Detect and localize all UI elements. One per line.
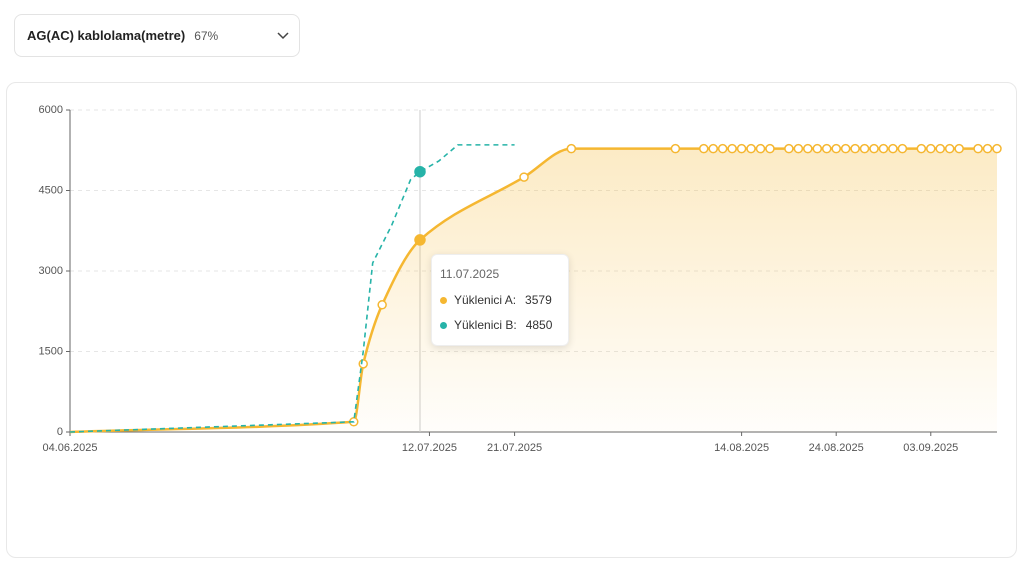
point [926,143,936,154]
x-tick-label: 12.07.2025 [402,442,457,454]
point [840,143,851,154]
point [859,143,870,154]
point [954,143,964,154]
tooltip-dot [440,296,447,304]
point [566,143,577,154]
point [784,143,794,154]
point [670,143,681,154]
tooltip-row: Yüklenici B: 4850 [440,318,552,332]
point [519,172,529,182]
y-tick-label: 6000 [39,104,63,116]
x-tick-label: 03.09.2025 [903,442,958,454]
point [377,300,387,310]
y-tick-label: 0 [57,426,63,438]
chevron [277,32,289,40]
point [717,143,728,154]
tooltip-title: 11.07.2025 [440,267,500,281]
tooltip-row: Yüklenici A: 3579 [440,293,552,307]
point [888,143,898,154]
point [869,143,879,154]
point [803,143,813,154]
tooltip-label: Yüklenici B: [454,318,517,332]
y-tick-label: 4500 [39,184,63,196]
point [812,143,823,154]
line [69,144,515,433]
point [850,143,860,154]
point [831,143,841,154]
point [982,143,993,154]
point [708,143,718,154]
point [992,143,1002,154]
point [736,143,747,154]
tooltip-dot [440,321,447,329]
tooltip-value: 3579 [525,293,552,307]
point [699,143,709,154]
point [973,143,983,154]
point [746,143,756,154]
tooltip: 11.07.2025 Yüklenici A: 3579 Yüklenici B:… [431,254,569,346]
dropdown-label: AG(AC) kablolama(metre) [27,28,186,43]
tooltip-value: 4850 [525,318,553,332]
x-tick-label: 04.06.2025 [42,442,97,454]
point [765,143,775,154]
y-tick-label: 3000 [39,265,63,277]
hover-point [414,234,426,246]
x-tick-label: 14.08.2025 [714,442,769,454]
dropdown[interactable]: AG(AC) kablolama(metre) 67% [14,14,300,57]
x-tick-label: 21.07.2025 [487,442,542,454]
point [897,143,908,154]
dropdown-percent: 67% [194,28,219,43]
chart-card [6,82,1017,558]
point [358,359,368,369]
point [944,143,955,154]
x-tick-label: 24.08.2025 [809,442,864,454]
hover-point [414,165,426,178]
point [821,143,832,154]
tooltip-label: Yüklenici A: [454,293,517,307]
point [878,143,889,154]
point [755,143,766,154]
point [727,143,737,154]
point [935,143,945,154]
y-tick-label: 1500 [39,345,63,357]
point [916,143,927,154]
point [793,143,804,154]
